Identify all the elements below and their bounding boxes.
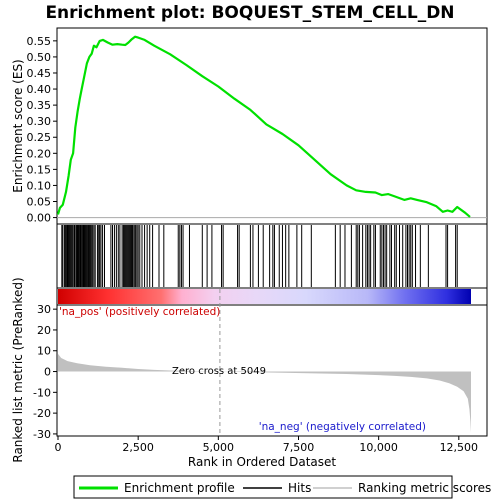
chart-title: Enrichment plot: BOQUEST_STEM_CELL_DN	[45, 3, 454, 23]
metric-tick-label: 10	[37, 345, 51, 358]
legend-box	[73, 475, 453, 499]
es-tick-label: 0.55	[27, 35, 52, 48]
x-tick-label: 12,500	[440, 441, 479, 454]
es-tick-label: 0.05	[27, 196, 52, 209]
es-profile-layer	[56, 35, 471, 218]
es-axis-ticks: 0.00 0.05 0.10 0.15 0.20 0.25 0.30 0.35 0.40 0.45…	[27, 35, 57, 225]
negative-annotation: 'na_neg' (negatively correlated)	[259, 421, 426, 433]
metric-area	[58, 353, 471, 433]
x-tick-label: 5,000	[203, 441, 235, 454]
es-tick-label: 0.35	[27, 99, 52, 112]
es-tick-label: 0.45	[27, 67, 52, 80]
es-axis-label: Enrichment score (ES)	[11, 59, 25, 192]
es-tick-label: 0.40	[27, 83, 52, 96]
legend-hits-label: Hits	[288, 481, 311, 495]
x-axis-ticks: 0 2,500 5,000 7,500 10,000 12,500	[55, 436, 479, 454]
es-tick-label: 0.00	[27, 212, 52, 225]
rank-colorbar	[58, 289, 471, 304]
es-panel	[56, 27, 488, 225]
metric-axis-ticks: 30 20 10 0 -10 -20 -30	[33, 303, 57, 441]
metric-tick-label: 30	[37, 303, 51, 316]
x-tick-label: 2,500	[122, 441, 154, 454]
metric-tick-label: -10	[33, 386, 51, 399]
es-tick-label: 0.50	[27, 51, 52, 64]
metric-layer	[58, 289, 471, 436]
legend-metric-label: Ranking metric scores	[358, 481, 491, 495]
metric-tick-label: 0	[44, 366, 51, 379]
hits-layer	[61, 225, 458, 287]
metric-tick-label: -20	[33, 407, 51, 420]
metric-tick-label: -30	[33, 428, 51, 441]
x-axis-label: Rank in Ordered Dataset	[188, 455, 336, 469]
metric-tick-label: 20	[37, 324, 51, 337]
x-tick-label: 7,500	[283, 441, 315, 454]
es-tick-label: 0.25	[27, 131, 52, 144]
metric-axis-label: Ranked list metric (PreRanked)	[11, 277, 25, 462]
positive-annotation: 'na_pos' (positively correlated)	[59, 306, 220, 318]
x-tick-label: 10,000	[359, 441, 398, 454]
zero-cross-annotation: Zero cross at 5049	[172, 366, 266, 377]
es-tick-label: 0.10	[27, 179, 52, 192]
es-tick-label: 0.30	[27, 115, 52, 128]
x-tick-label: 0	[55, 441, 62, 454]
legend-es-label: Enrichment profile	[124, 481, 235, 495]
hits-panel	[56, 223, 488, 289]
es-tick-label: 0.20	[27, 147, 52, 160]
es-tick-label: 0.15	[27, 163, 52, 176]
es-profile-line	[56, 35, 471, 218]
